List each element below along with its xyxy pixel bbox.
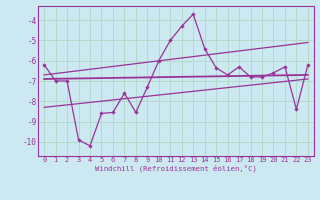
X-axis label: Windchill (Refroidissement éolien,°C): Windchill (Refroidissement éolien,°C): [95, 165, 257, 172]
